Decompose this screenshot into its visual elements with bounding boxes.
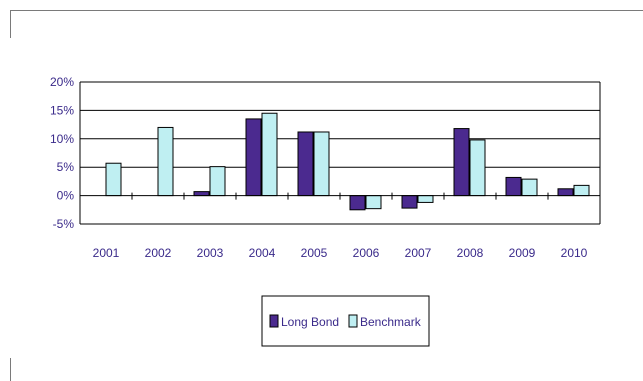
bar-benchmark-2006 [365, 195, 382, 210]
bar-benchmark-2010 [573, 184, 590, 197]
bar-benchmark-2008 [469, 139, 486, 197]
plot-area [79, 81, 601, 225]
bar-long-bond-2010 [557, 188, 574, 197]
legend-label: Long Bond [281, 315, 339, 329]
bar-benchmark-2007 [417, 195, 434, 203]
x-tick-label: 2001 [93, 246, 120, 260]
x-tick-label: 2002 [145, 246, 172, 260]
x-tick-label: 2008 [457, 246, 484, 260]
bar-benchmark-2004 [261, 112, 278, 197]
x-tick-label: 2006 [353, 246, 380, 260]
bar-long-bond-2009 [505, 176, 522, 197]
y-tick-label: 10% [50, 132, 74, 146]
frame-top-border [10, 10, 643, 11]
bar-benchmark-2003 [209, 166, 226, 197]
bar-long-bond-2006 [349, 195, 366, 211]
x-tick-label: 2007 [405, 246, 432, 260]
frame-left-border [10, 10, 11, 38]
bar-long-bond-2003 [193, 191, 210, 197]
bar-long-bond-2007 [401, 195, 418, 209]
y-tick-label: -5% [53, 217, 75, 231]
x-tick-label: 2005 [301, 246, 328, 260]
bar-benchmark-2005 [313, 131, 330, 197]
x-axis-ticks: 2001 2002 2003 2004 2005 2006 2007 2008 2009 2010 [93, 246, 588, 260]
bar-long-bond-2004 [245, 118, 262, 197]
x-tick-label: 2010 [561, 246, 588, 260]
legend-label: Benchmark [360, 315, 422, 329]
bar-long-bond-2005 [297, 131, 314, 197]
x-tick-label: 2004 [249, 246, 276, 260]
frame-left-border-lower [10, 358, 11, 381]
legend-swatch-benchmark [348, 314, 358, 328]
y-axis-ticks: 20% 15% 10% 5% 0% -5% [50, 75, 74, 231]
legend-box [261, 295, 430, 347]
y-tick-label: 15% [50, 103, 74, 117]
y-tick-label: 20% [50, 75, 74, 89]
bar-long-bond-2008 [453, 128, 470, 197]
y-tick-label: 0% [57, 189, 75, 203]
legend-swatch-long-bond [269, 314, 279, 328]
legend: Long Bond Benchmark [261, 295, 430, 347]
bar-benchmark-2001 [105, 162, 122, 197]
y-tick-label: 5% [57, 160, 75, 174]
x-tick-label: 2009 [509, 246, 536, 260]
bar-benchmark-2002 [157, 126, 174, 197]
x-tick-label: 2003 [197, 246, 224, 260]
bar-benchmark-2009 [521, 178, 538, 197]
